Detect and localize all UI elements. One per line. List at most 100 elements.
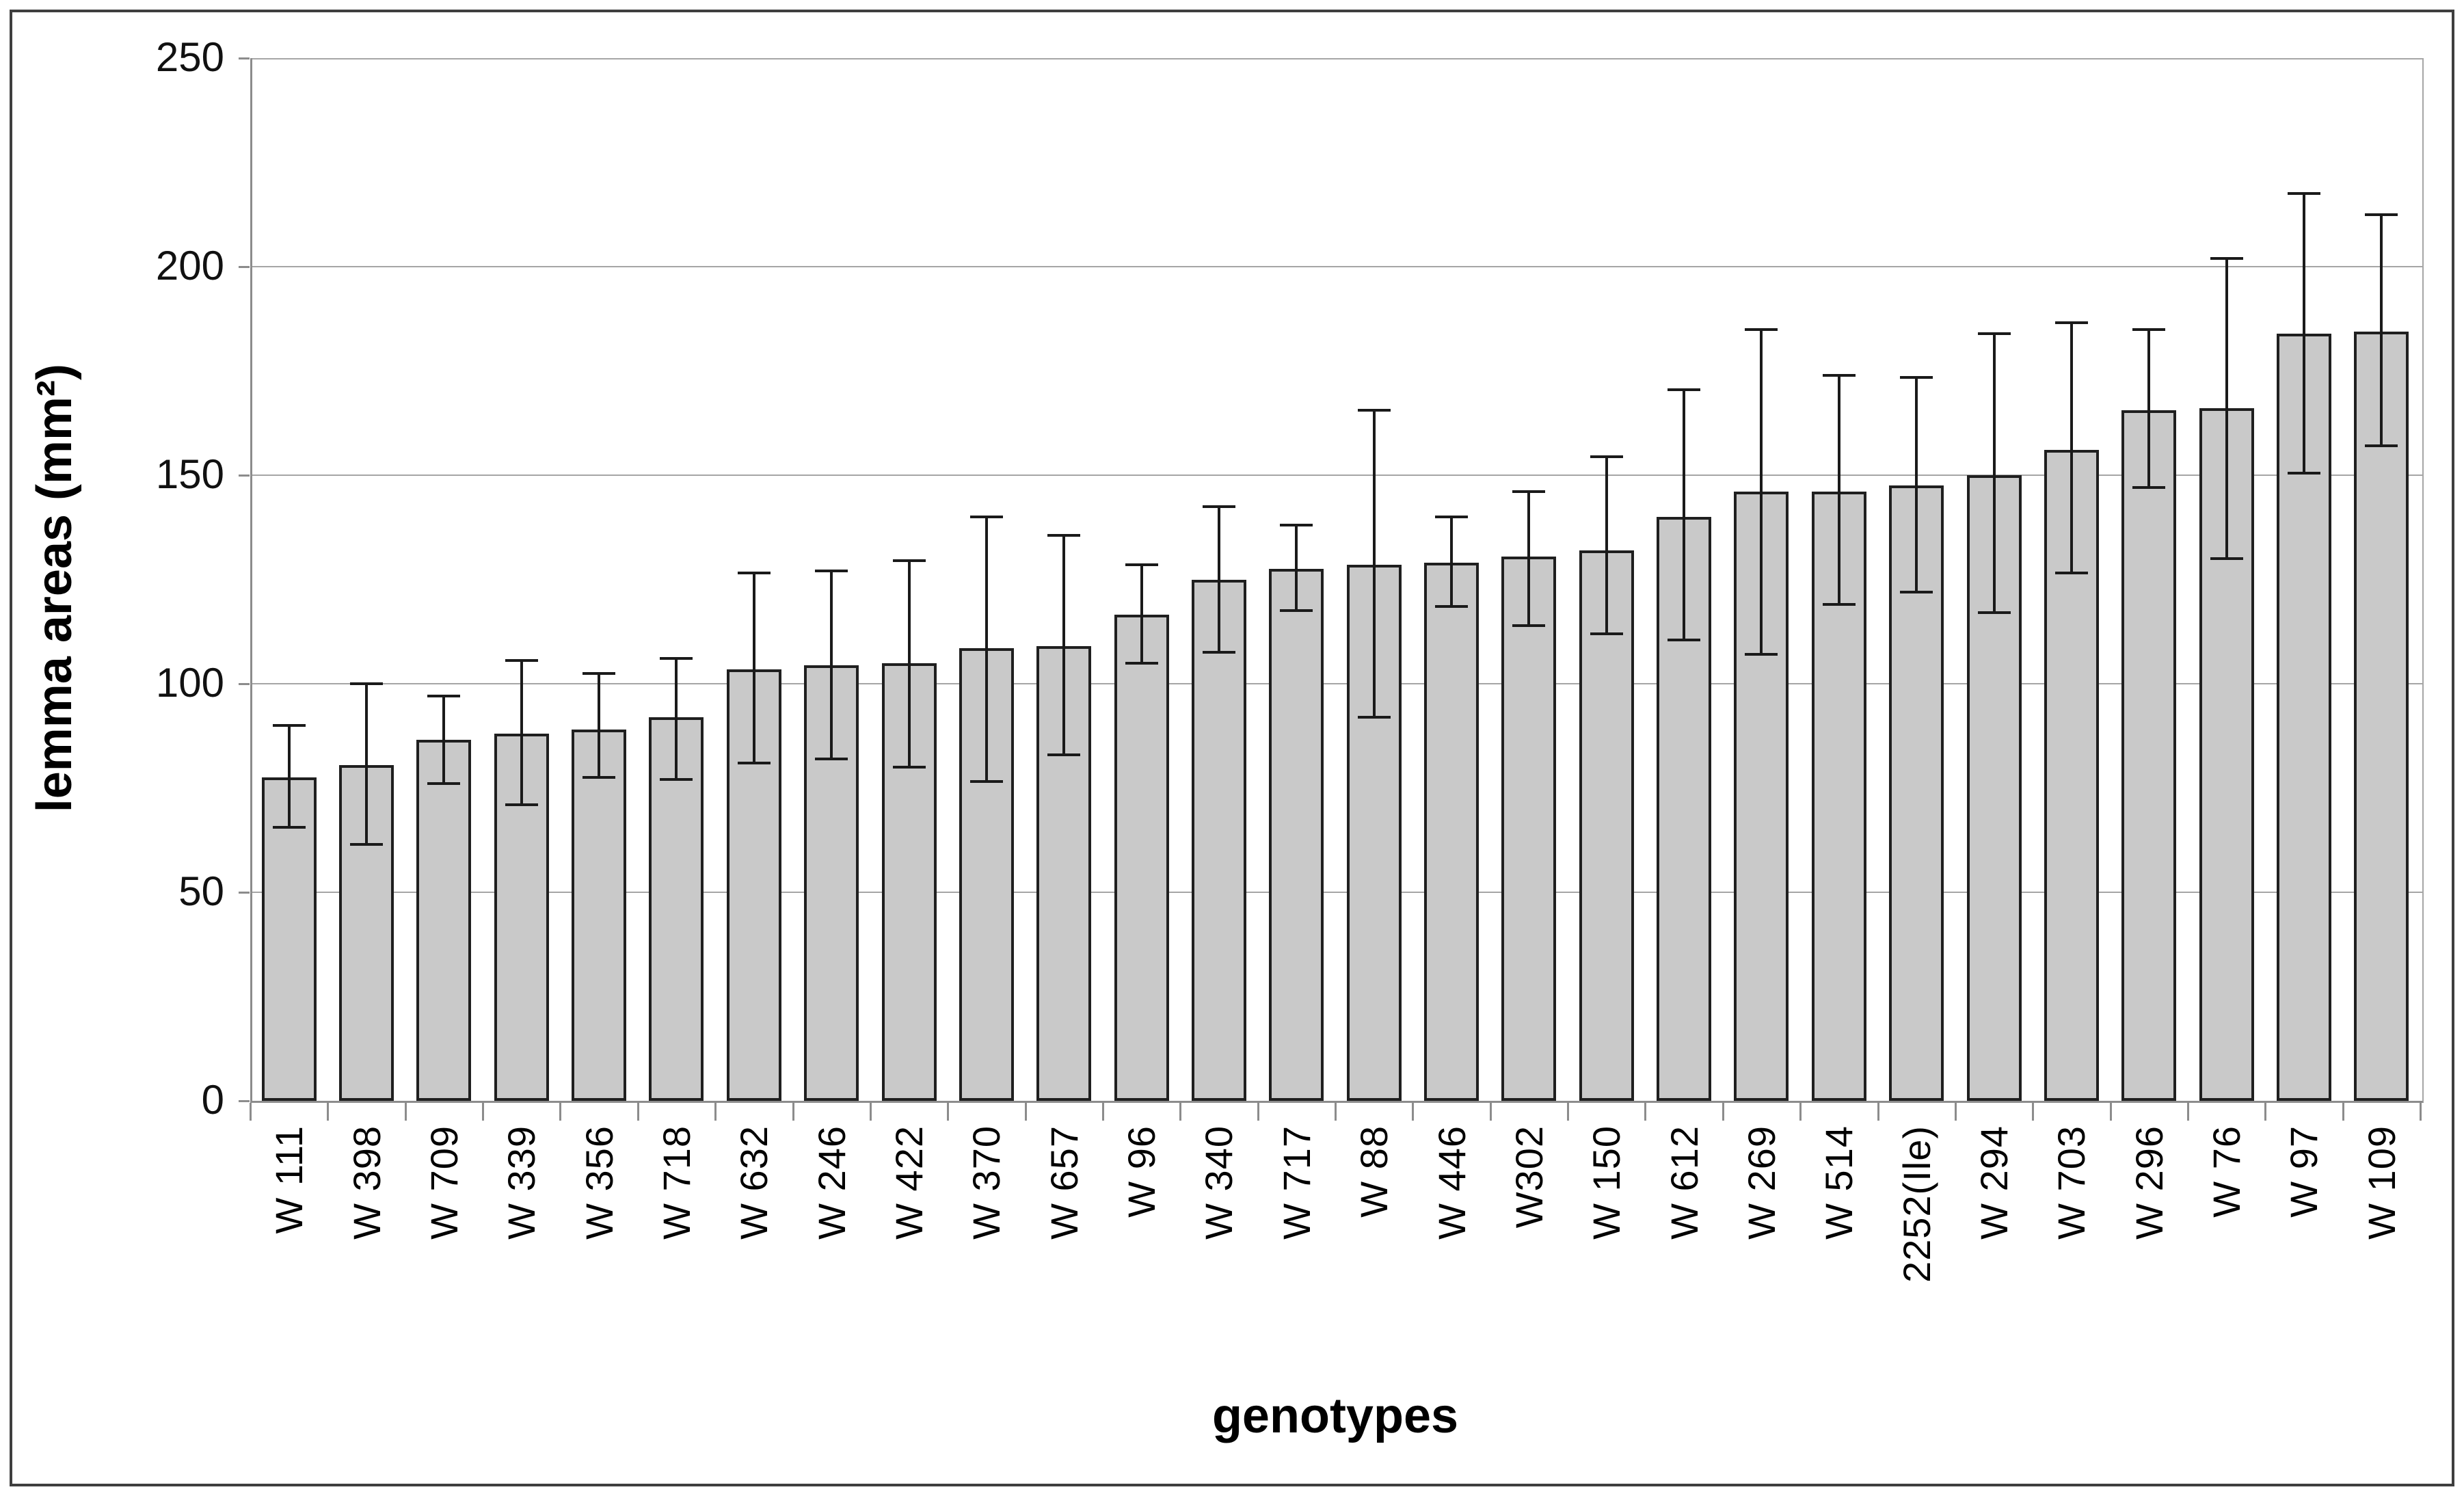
x-tick-label-W 370: W 370 <box>965 1125 1008 1240</box>
error-bar-line-W302 <box>1527 492 1531 626</box>
error-bar-cap-bottom-W 96 <box>1125 661 1158 665</box>
bar-W 76 <box>2199 408 2254 1101</box>
x-tick-mark <box>637 1103 639 1121</box>
error-bar-cap-top-W 398 <box>350 682 384 685</box>
x-tick-mark <box>2420 1103 2422 1121</box>
error-bar-cap-bottom-W 446 <box>1435 605 1469 609</box>
x-tick-label-W 422: W 422 <box>887 1125 931 1240</box>
x-tick-label-W 111: W 111 <box>267 1125 311 1234</box>
error-bar-cap-bottom-W 370 <box>969 780 1003 784</box>
x-tick-mark <box>2186 1103 2189 1121</box>
bar-W 446 <box>1424 563 1479 1101</box>
x-tick-label-W 718: W 718 <box>654 1125 698 1240</box>
x-tick-label-W 657: W 657 <box>1042 1125 1086 1240</box>
error-bar-cap-bottom-W 150 <box>1590 632 1623 635</box>
error-bar-line-W 657 <box>1062 535 1066 755</box>
error-bar-line-W 422 <box>907 561 911 767</box>
x-tick-mark <box>1101 1103 1104 1121</box>
x-tick-mark <box>1024 1103 1027 1121</box>
error-bar-cap-bottom-W 88 <box>1357 715 1391 719</box>
error-bar-line-W 269 <box>1760 329 1763 655</box>
error-bar-cap-bottom-W 398 <box>350 842 384 846</box>
x-tick-mark <box>1179 1103 1182 1121</box>
x-tick-label-W302: W302 <box>1507 1125 1551 1229</box>
bar-W 717 <box>1269 569 1324 1101</box>
error-bar-cap-top-W 632 <box>737 572 771 575</box>
x-tick-mark <box>1644 1103 1647 1121</box>
error-bar-cap-bottom-W 109 <box>2365 444 2398 448</box>
error-bar-cap-bottom-W 111 <box>272 826 306 829</box>
y-axis-title: lemma areas (mm²) <box>27 363 82 813</box>
x-tick-mark <box>947 1103 950 1121</box>
bar-W 340 <box>1191 579 1246 1101</box>
error-bar-cap-bottom-2252(Ile) <box>1900 590 1933 593</box>
error-bar-line-W 612 <box>1683 389 1686 640</box>
error-bar-cap-top-W 422 <box>892 559 926 563</box>
x-tick-label-W 356: W 356 <box>577 1125 621 1240</box>
x-tick-label-W 294: W 294 <box>1972 1125 2016 1240</box>
error-bar-cap-top-W 356 <box>582 671 616 675</box>
x-axis-title: genotypes <box>1211 1389 1459 1443</box>
error-bar-cap-top-W 514 <box>1822 373 1856 377</box>
bar-W 111 <box>261 777 317 1101</box>
error-bar-cap-bottom-W 514 <box>1822 603 1856 606</box>
x-tick-mark <box>714 1103 717 1121</box>
error-bar-cap-bottom-W 632 <box>737 761 771 764</box>
error-bar-cap-bottom-W 718 <box>660 778 693 782</box>
x-tick-mark <box>1722 1103 1724 1121</box>
error-bar-line-W 111 <box>287 725 291 828</box>
bar-W 88 <box>1346 565 1402 1101</box>
error-bar-cap-top-W 109 <box>2365 213 2398 216</box>
error-bar-line-W 339 <box>520 660 523 805</box>
gridline-y-50 <box>252 892 2422 893</box>
gridline-y-150 <box>252 475 2422 476</box>
error-bar-line-W 76 <box>2225 258 2228 559</box>
x-tick-label-W 97: W 97 <box>2282 1125 2326 1218</box>
y-tick-label-150: 150 <box>155 451 224 497</box>
error-bar-cap-bottom-W 340 <box>1202 651 1235 654</box>
bar-W 356 <box>572 730 627 1101</box>
x-tick-label-W 109: W 109 <box>2359 1125 2403 1240</box>
error-bar-cap-top-W 703 <box>2054 321 2088 325</box>
error-bar-line-W 340 <box>1217 506 1220 653</box>
error-bar-cap-bottom-W 97 <box>2287 471 2320 475</box>
error-bar-cap-bottom-W 246 <box>815 757 848 760</box>
error-bar-cap-bottom-W 657 <box>1047 753 1081 756</box>
error-bar-cap-bottom-W 356 <box>582 776 616 779</box>
error-bar-cap-bottom-W 717 <box>1280 609 1313 613</box>
x-tick-mark <box>869 1103 872 1121</box>
x-tick-label-W 446: W 446 <box>1430 1125 1473 1240</box>
x-tick-mark <box>2264 1103 2267 1121</box>
error-bar-line-W 150 <box>1605 456 1608 634</box>
y-tick-label-250: 250 <box>155 34 224 80</box>
error-bar-cap-top-W 150 <box>1590 455 1623 458</box>
x-tick-mark <box>1489 1103 1492 1121</box>
error-bar-line-W 296 <box>2147 329 2151 488</box>
y-tick-label-200: 200 <box>155 243 224 289</box>
y-tick-label-100: 100 <box>155 660 224 706</box>
y-tick-mark-250 <box>239 57 250 59</box>
error-bar-cap-top-W 296 <box>2132 328 2166 331</box>
x-tick-mark <box>250 1103 252 1121</box>
error-bar-line-W 514 <box>1837 375 1840 605</box>
x-tick-mark <box>1877 1103 1879 1121</box>
error-bar-line-W 398 <box>365 684 369 844</box>
x-tick-mark <box>1799 1103 1802 1121</box>
x-tick-label-W 150: W 150 <box>1585 1125 1629 1240</box>
error-bar-cap-top-W 88 <box>1357 409 1391 412</box>
error-bar-line-W 446 <box>1450 517 1454 607</box>
error-bar-cap-top-W 612 <box>1668 388 1701 391</box>
bar-W 296 <box>2121 410 2177 1101</box>
error-bar-cap-bottom-W 703 <box>2054 572 2088 575</box>
bar-W 109 <box>2354 331 2409 1101</box>
error-bar-line-W 109 <box>2380 214 2383 446</box>
x-tick-label-W 296: W 296 <box>2127 1125 2171 1240</box>
error-bar-cap-bottom-W 296 <box>2132 486 2166 490</box>
error-bar-cap-top-W 111 <box>272 724 306 727</box>
x-tick-label-W 76: W 76 <box>2205 1125 2249 1218</box>
bar-W302 <box>1501 556 1557 1101</box>
error-bar-cap-bottom-W 269 <box>1745 653 1778 656</box>
x-tick-mark <box>327 1103 330 1121</box>
plot-area <box>250 58 2424 1103</box>
error-bar-cap-top-W 657 <box>1047 534 1081 537</box>
